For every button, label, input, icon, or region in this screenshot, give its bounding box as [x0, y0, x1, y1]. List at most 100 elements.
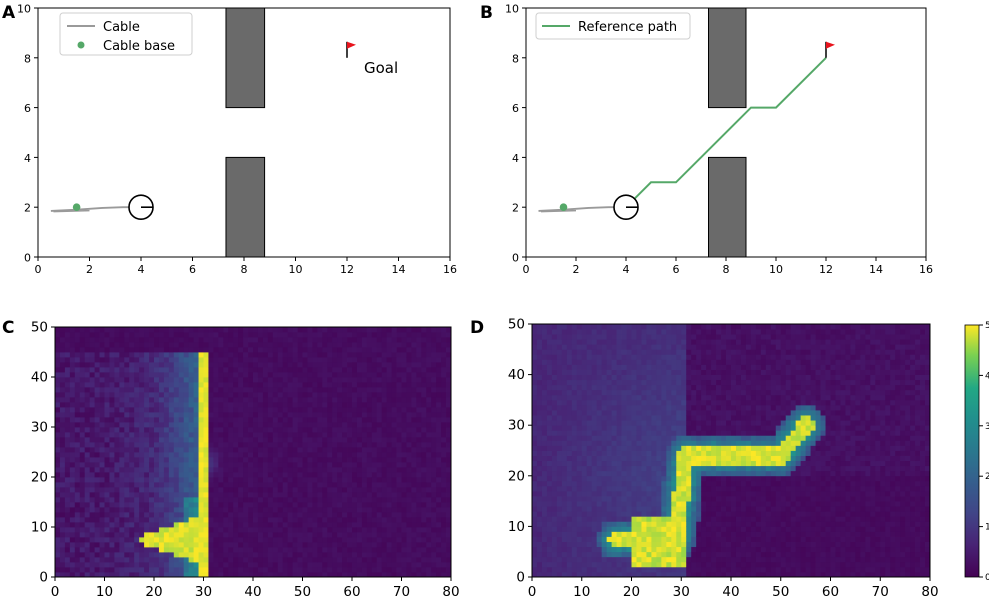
heatmap-cell	[366, 457, 373, 463]
heatmap-cell	[406, 362, 412, 368]
heatmap-cell	[307, 542, 313, 548]
heatmap-cell	[238, 342, 244, 348]
heatmap-cell	[342, 502, 348, 508]
heatmap-cell	[64, 382, 71, 388]
heatmap-cell	[277, 507, 284, 513]
heatmap-cell	[89, 362, 95, 368]
heatmap-cell	[163, 357, 170, 363]
heatmap-cell	[561, 344, 568, 350]
heatmap-cell	[436, 377, 442, 383]
heatmap-cell	[282, 412, 289, 418]
heatmap-cell	[114, 357, 120, 363]
heatmap-cell	[532, 480, 538, 487]
heatmap-cell	[55, 342, 61, 348]
heatmap-cell	[168, 397, 175, 403]
heatmap-cell	[223, 447, 229, 453]
heatmap-cell	[411, 357, 417, 363]
heatmap-cell	[154, 332, 160, 338]
heatmap-cell	[591, 435, 598, 441]
heatmap-cell	[586, 485, 593, 492]
heatmap-cell	[371, 547, 378, 553]
y-tick-label: 0	[39, 570, 48, 586]
heatmap-cell	[317, 402, 323, 408]
heatmap-cell	[267, 532, 274, 538]
heatmap-cell	[332, 477, 338, 483]
heatmap-cell	[596, 349, 603, 355]
heatmap-cell	[431, 512, 437, 518]
heatmap-cell	[371, 417, 378, 423]
heatmap-cell	[606, 445, 612, 451]
heatmap-cell	[536, 455, 543, 462]
heatmap-cell	[386, 457, 392, 463]
heatmap-cell	[94, 362, 100, 368]
heatmap-cell	[94, 357, 100, 363]
heatmap-cell	[581, 516, 588, 522]
heatmap-cell	[391, 517, 397, 523]
heatmap-cell	[114, 527, 120, 533]
heatmap-cell	[262, 347, 269, 353]
heatmap-cell	[144, 472, 150, 478]
heatmap-cell	[342, 557, 348, 563]
heatmap-cell	[366, 347, 373, 353]
heatmap-cell	[168, 537, 175, 543]
heatmap-cell	[183, 482, 190, 488]
heatmap-cell	[312, 452, 318, 458]
heatmap-cell	[396, 367, 402, 373]
heatmap-cell	[541, 516, 548, 522]
heatmap-cell	[441, 482, 447, 488]
heatmap-cell	[64, 557, 71, 563]
heatmap-cell	[446, 482, 452, 488]
heatmap-cell	[238, 327, 244, 333]
heatmap-cell	[446, 452, 452, 458]
heatmap-cell	[287, 502, 293, 508]
heatmap-cell	[342, 442, 348, 448]
heatmap-cell	[327, 552, 333, 558]
heatmap-cell	[317, 507, 323, 513]
heatmap-cell	[213, 467, 219, 473]
heatmap-cell	[371, 517, 378, 523]
heatmap-cell	[262, 452, 269, 458]
heatmap-cell	[134, 562, 140, 568]
heatmap-cell	[611, 399, 617, 406]
heatmap-cell	[59, 402, 66, 408]
heatmap-cell	[149, 417, 155, 423]
heatmap-cell	[262, 327, 269, 333]
heatmap-cell	[55, 422, 61, 428]
heatmap-cell	[74, 432, 81, 438]
heatmap-cell	[233, 407, 239, 413]
heatmap-cell	[119, 522, 125, 528]
heatmap-cell	[223, 457, 229, 463]
heatmap-cell	[352, 362, 358, 368]
heatmap-cell	[381, 387, 388, 393]
heatmap-cell	[253, 347, 259, 353]
heatmap-cell	[253, 342, 259, 348]
obstacle	[708, 156, 747, 258]
heatmap-cell	[322, 422, 328, 428]
heatmap-cell	[371, 467, 378, 473]
x-tick-label: 8	[723, 263, 730, 276]
heatmap-cell	[89, 522, 95, 528]
heatmap-cell	[386, 522, 392, 528]
heatmap-cell	[139, 447, 145, 453]
heatmap-cell	[391, 487, 397, 493]
heatmap-cell	[203, 377, 209, 383]
heatmap-cell	[213, 407, 219, 413]
heatmap-cell	[541, 389, 548, 396]
heatmap-cell	[566, 450, 573, 456]
heatmap-cell	[332, 417, 338, 423]
heatmap-cell	[297, 432, 303, 438]
heatmap-cell	[69, 372, 76, 378]
heatmap-cell	[282, 422, 289, 428]
heatmap-cell	[337, 397, 343, 403]
heatmap-cell	[134, 387, 140, 393]
heatmap-cell	[356, 422, 363, 428]
heatmap-cell	[287, 337, 293, 343]
heatmap-cell	[238, 347, 244, 353]
heatmap-cell	[129, 502, 135, 508]
heatmap-cell	[596, 521, 603, 527]
heatmap-cell	[441, 502, 447, 508]
heatmap-cell	[243, 512, 249, 518]
heatmap-cell	[277, 337, 284, 343]
heatmap-cell	[243, 362, 249, 368]
heatmap-cell	[376, 337, 383, 343]
